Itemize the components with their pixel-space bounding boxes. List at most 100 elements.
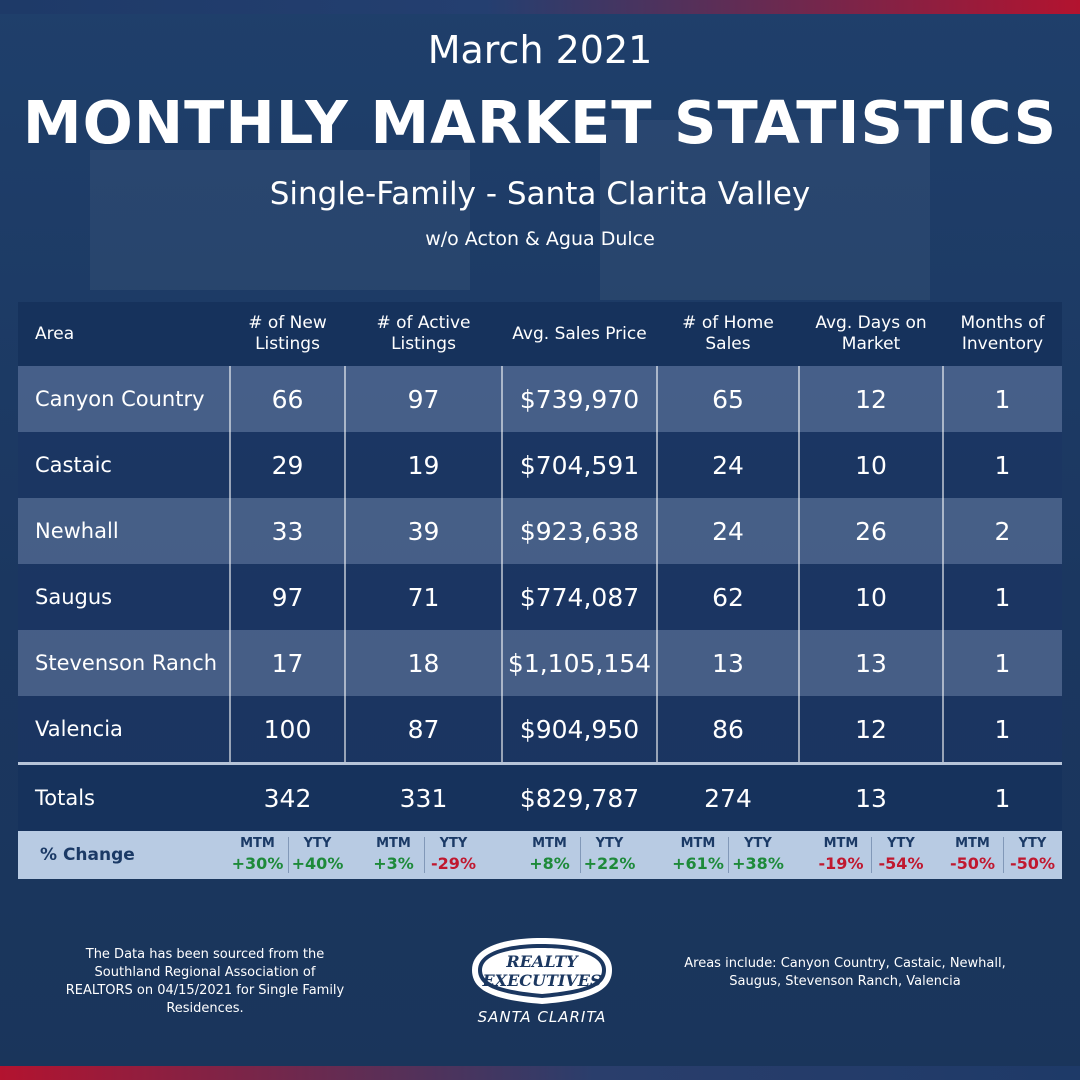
cell-avg-days-on-market: 13 [855,648,887,678]
cell-new-listings: 97 [271,582,304,612]
column-divider [344,366,346,762]
change-value: -29% [431,854,476,873]
change-value: -50% [1010,854,1055,873]
table-row: Castaic 29 19 $704,591 24 10 1 [18,432,1062,498]
column-header-months-of-inventory: Months of Inventory [960,313,1045,354]
total-new-listings: 342 [263,783,312,813]
statistics-table: Area # of New Listings # of Active Listing… [18,302,1062,879]
areas-note: Areas include: Canyon Country, Castaic, … [684,956,1006,989]
total-avg-days-on-market: 13 [855,783,887,813]
mtm-change-avg-days-on-market: MTM -19% [811,835,871,875]
yty-label: YTY [595,836,624,851]
column-divider [942,366,944,762]
cell-avg-sales-price: $739,970 [519,384,640,414]
cell-avg-days-on-market: 10 [855,450,887,480]
change-value: +22% [583,854,636,873]
cell-active-listings: 97 [407,384,440,414]
cell-home-sales: 62 [712,582,744,612]
change-value: -50% [950,854,995,873]
table-row: Stevenson Ranch 17 18 $1,105,154 13 13 1 [18,630,1062,696]
cell-avg-days-on-market: 12 [855,384,887,414]
realty-executives-logo: REALTY EXECUTIVES [472,938,612,1004]
cell-home-sales: 13 [712,648,744,678]
change-value: +40% [291,854,344,873]
column-header-avg-days-on-market: Avg. Days on Market [815,313,927,354]
mtm-label: MTM [955,836,990,851]
table-header: Area # of New Listings # of Active Listing… [18,302,1062,366]
mtm-label: MTM [532,836,567,851]
cell-avg-sales-price: $923,638 [519,516,640,546]
area-name: Stevenson Ranch [35,651,218,675]
column-header-new-listings: # of New Listings [248,313,327,354]
background-building-2 [600,120,930,300]
cell-new-listings: 29 [271,450,304,480]
cell-active-listings: 71 [407,582,440,612]
change-divider [423,837,425,873]
cell-avg-sales-price: $1,105,154 [507,648,652,678]
yty-label: YTY [744,836,772,851]
yty-label: YTY [439,836,468,851]
column-divider [501,366,503,762]
total-months-of-inventory: 1 [994,783,1011,813]
change-divider [728,837,729,873]
table-body: Canyon Country 66 97 $739,970 65 12 1 Castaic 29… [18,366,1062,762]
change-divider [1002,837,1004,873]
yty-label: YTY [303,836,332,851]
cell-months-of-inventory: 1 [994,384,1011,414]
change-value: +30% [231,854,284,873]
yty-change-months-of-inventory: YTY -50% [1003,835,1063,875]
logo-word-realty: REALTY [505,952,579,971]
cell-home-sales: 65 [712,384,744,414]
cell-new-listings: 66 [271,384,304,414]
cell-home-sales: 24 [712,450,744,480]
column-divider [656,366,658,762]
cell-avg-sales-price: $704,591 [519,450,640,480]
cell-new-listings: 17 [271,648,304,678]
change-value: +8% [529,854,570,873]
change-value: +38% [732,854,784,873]
totals-row: Totals 342 331 $829,787 274 13 1 [18,762,1062,831]
page-title: MONTHLY MARKET STATISTICS [22,88,1058,157]
yty-change-avg-days-on-market: YTY -54% [871,835,931,875]
area-name: Canyon Country [35,387,205,411]
page-subtitle: Single-Family - Santa Clarita Valley [269,176,811,212]
cell-months-of-inventory: 1 [994,714,1011,744]
total-active-listings: 331 [399,783,448,813]
mtm-change-new-listings: MTM +30% [228,835,288,875]
change-divider [579,837,581,873]
table-row: Newhall 33 39 $923,638 24 26 2 [18,498,1062,564]
change-value: -19% [818,854,864,873]
cell-active-listings: 87 [407,714,440,744]
cell-new-listings: 100 [263,714,312,744]
mtm-label: MTM [823,836,859,851]
yty-label: YTY [887,836,915,851]
yty-change-home-sales: YTY +38% [728,835,788,875]
bottom-stripe [0,1066,1080,1080]
table-row: Canyon Country 66 97 $739,970 65 12 1 [18,366,1062,432]
cell-avg-sales-price: $774,087 [519,582,640,612]
cell-avg-days-on-market: 26 [855,516,887,546]
yty-change-active-listings: YTY -29% [424,835,484,875]
column-header-active-listings: # of Active Listings [376,313,471,354]
column-divider [229,366,231,762]
cell-avg-days-on-market: 12 [855,714,887,744]
total-home-sales: 274 [704,783,752,813]
mtm-label: MTM [376,836,411,851]
cell-active-listings: 19 [407,450,440,480]
mtm-change-home-sales: MTM +61% [668,835,728,875]
total-avg-sales-price: $829,787 [519,783,640,813]
mtm-change-avg-sales-price: MTM +8% [520,835,580,875]
cell-home-sales: 86 [712,714,744,744]
mtm-change-months-of-inventory: MTM -50% [943,835,1003,875]
table-row: Saugus 97 71 $774,087 62 10 1 [18,564,1062,630]
region-note: w/o Acton & Agua Dulce [425,228,655,250]
cell-avg-days-on-market: 10 [855,582,887,612]
table-row: Valencia 100 87 $904,950 86 12 1 [18,696,1062,762]
yty-change-new-listings: YTY +40% [288,835,348,875]
change-value: +61% [672,854,724,873]
change-value: -54% [878,854,924,873]
area-name: Valencia [35,717,123,741]
area-name: Castaic [35,453,112,477]
yty-label: YTY [1018,836,1047,851]
